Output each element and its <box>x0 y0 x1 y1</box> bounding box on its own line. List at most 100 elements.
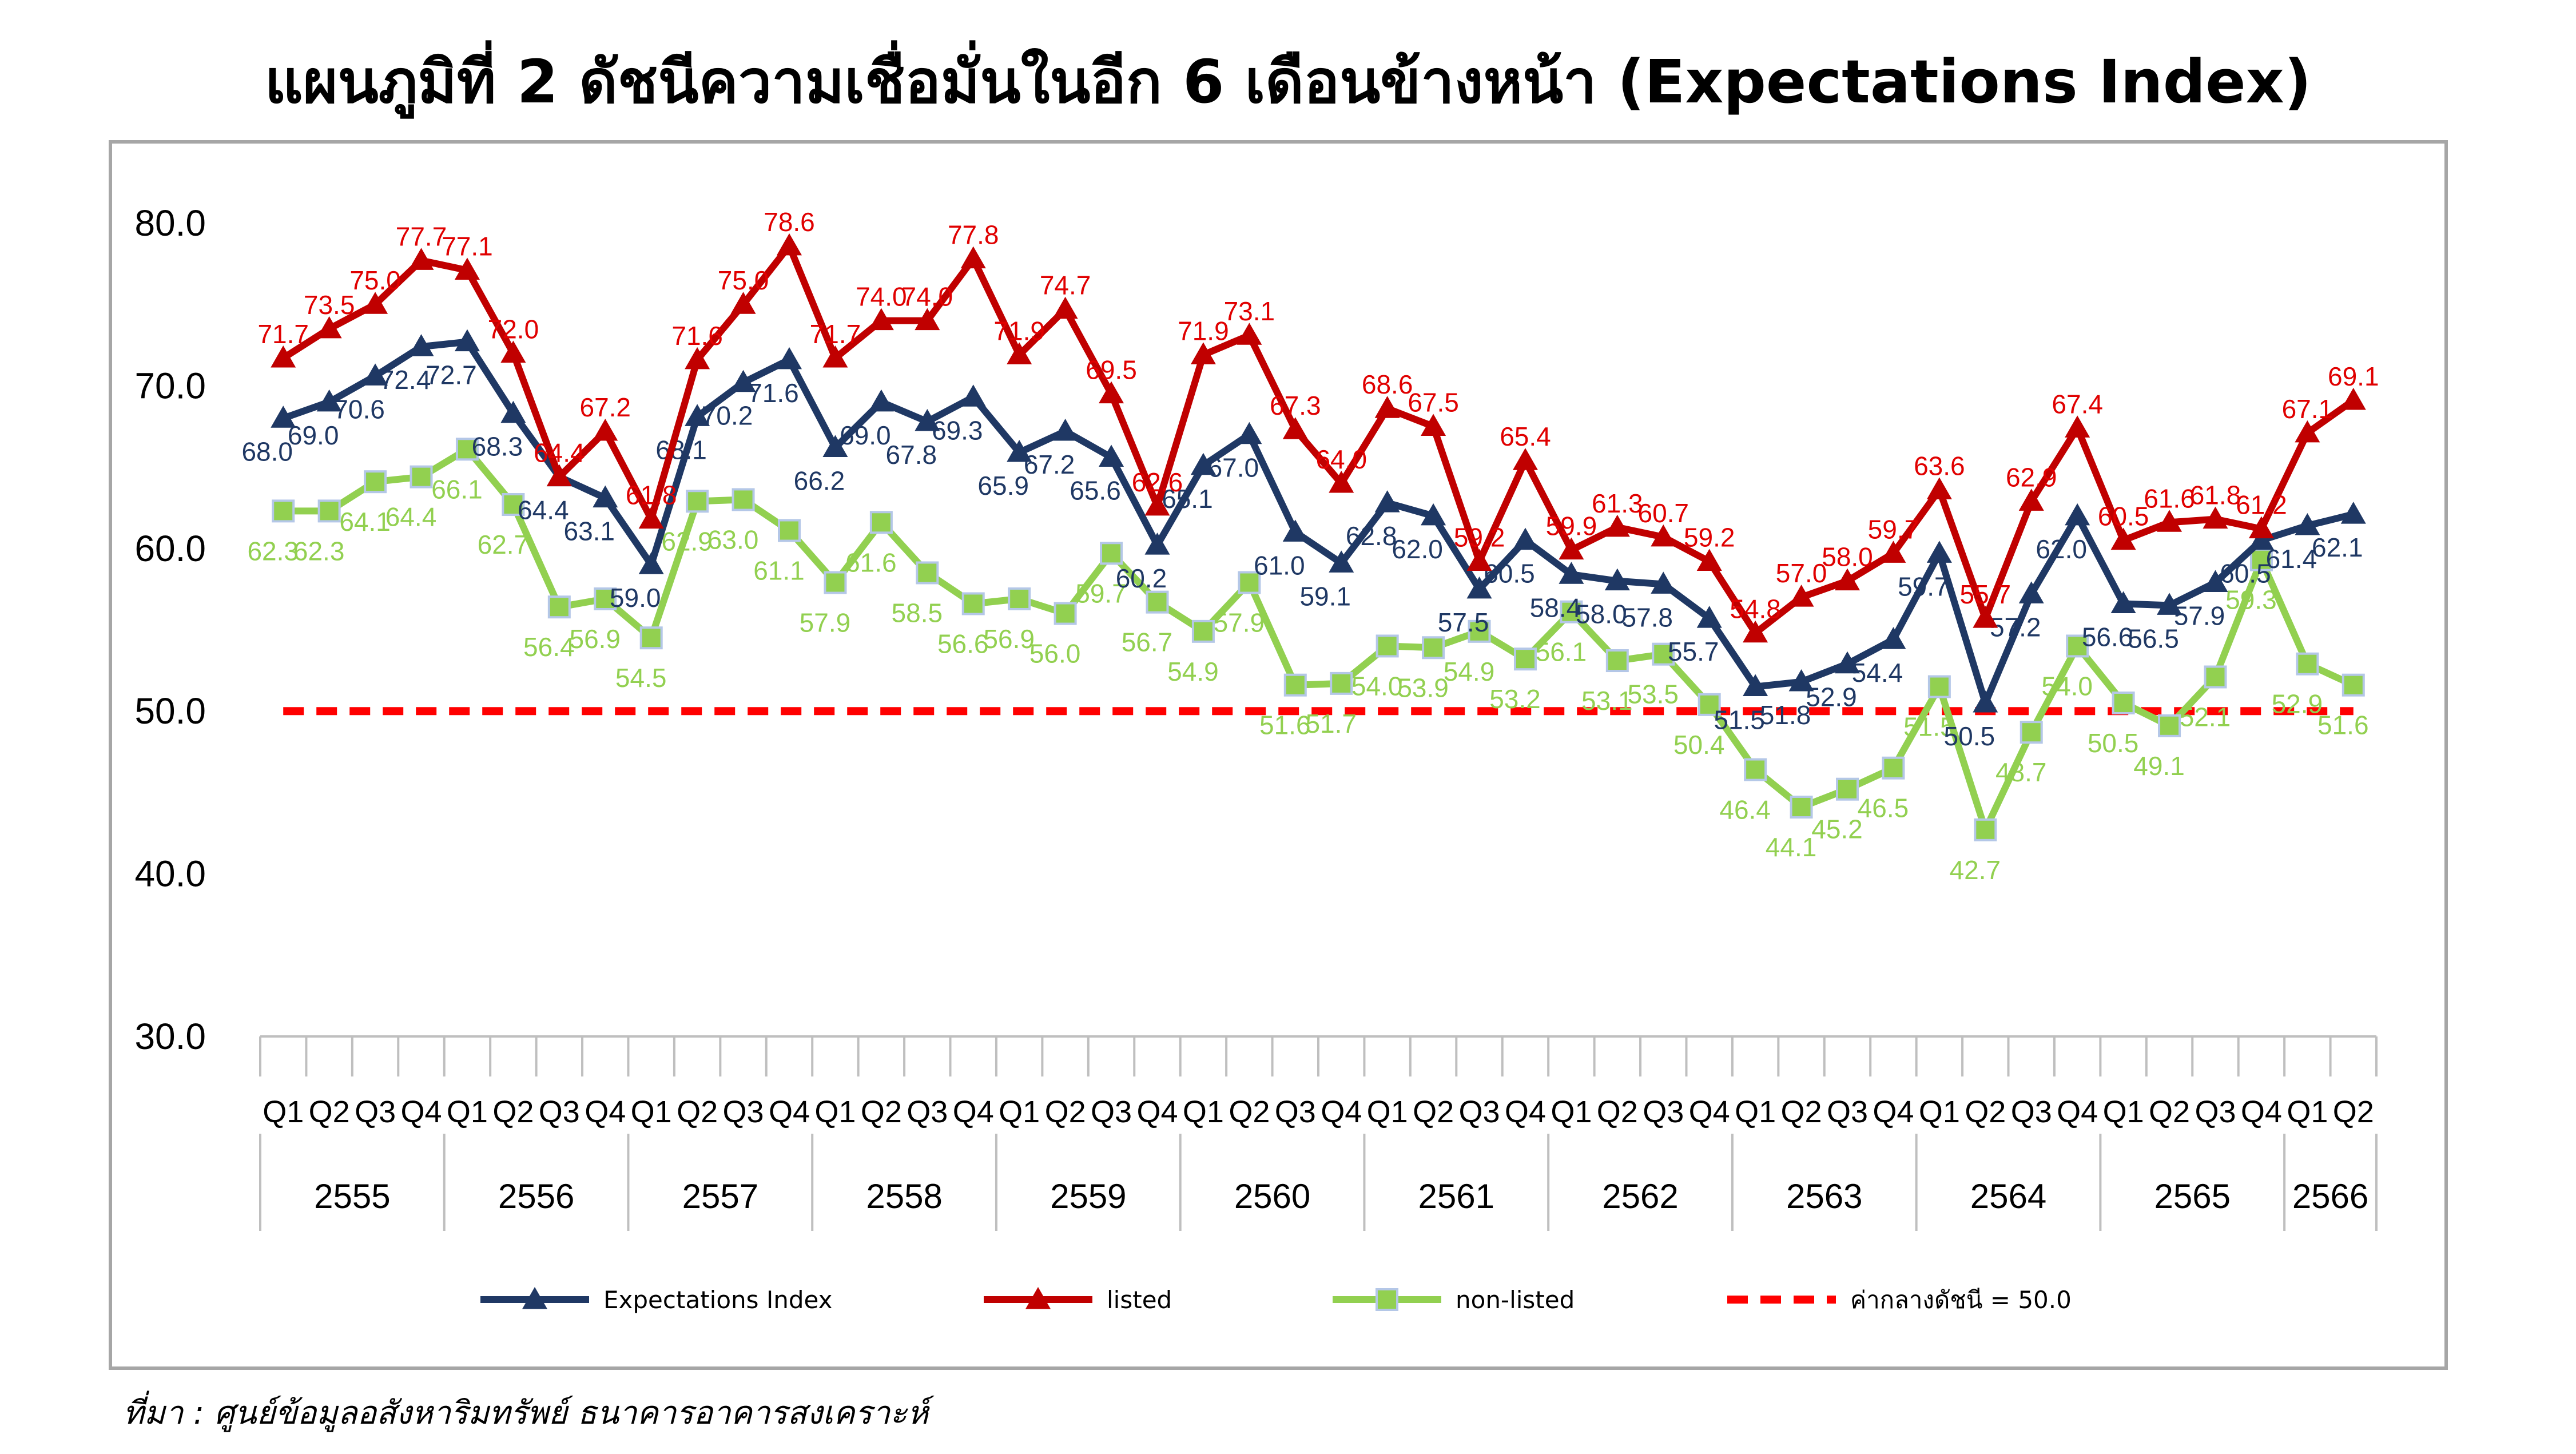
chart-frame <box>109 140 2448 1370</box>
data-point <box>546 464 572 487</box>
year-label: 2565 <box>2154 1177 2231 1215</box>
data-label: 74.7 <box>1040 271 1091 300</box>
data-label: 77.1 <box>442 231 493 261</box>
quarter-label: Q4 <box>1873 1095 1914 1129</box>
year-label: 2555 <box>314 1177 390 1215</box>
data-point <box>2020 721 2043 744</box>
data-label: 67.0 <box>1208 453 1259 483</box>
data-point <box>2340 387 2366 410</box>
data-point <box>1605 649 1629 673</box>
data-point <box>593 485 618 508</box>
data-point <box>1604 568 1630 591</box>
data-label: 77.7 <box>396 221 447 251</box>
data-label: 53.1 <box>1581 686 1633 716</box>
data-label: 56.5 <box>2128 623 2179 653</box>
quarter-label: Q2 <box>1965 1095 2006 1129</box>
data-point <box>364 470 387 494</box>
data-label: 67.1 <box>2282 394 2333 424</box>
quarter-label: Q3 <box>1643 1095 1684 1129</box>
data-point <box>1008 587 1031 610</box>
data-point <box>1466 549 1492 571</box>
data-label: 62.9 <box>2006 462 2057 492</box>
quarter-label: Q1 <box>2287 1095 2328 1129</box>
quarter-label: Q1 <box>999 1095 1040 1129</box>
data-point <box>1744 758 1767 781</box>
data-point <box>1973 690 1998 713</box>
data-label: 57.9 <box>2174 601 2225 631</box>
y-tick-label: 80.0 <box>134 202 206 244</box>
data-point <box>316 316 342 339</box>
data-point <box>915 408 940 431</box>
y-tick-label: 50.0 <box>134 690 206 732</box>
data-label: 65.1 <box>1162 484 1213 514</box>
data-point <box>778 519 801 542</box>
data-point <box>2110 591 2136 613</box>
data-label: 44.1 <box>1766 832 1817 862</box>
data-point <box>2158 714 2181 737</box>
data-point <box>1329 471 1354 493</box>
data-label: 60.2 <box>1116 563 1167 593</box>
data-point <box>1100 542 1123 565</box>
data-label: 59.7 <box>1868 514 1919 544</box>
data-point <box>1973 606 1998 628</box>
data-label: 68.0 <box>241 436 293 466</box>
data-point <box>730 292 756 314</box>
data-label: 46.4 <box>1719 795 1771 825</box>
data-point <box>1926 541 1952 563</box>
data-label: 57.9 <box>1214 608 1265 638</box>
data-label: 59.7 <box>1075 578 1127 608</box>
data-point <box>1007 440 1032 462</box>
legend-label: ค่ากลางดัชนี = 50.0 <box>1850 1286 2072 1314</box>
data-label: 61.8 <box>2190 480 2241 510</box>
data-point <box>363 292 388 314</box>
data-point <box>2066 634 2089 658</box>
quarter-label: Q3 <box>355 1095 396 1129</box>
data-label: 61.1 <box>753 556 805 586</box>
y-tick-label: 30.0 <box>134 1016 206 1057</box>
data-point <box>1190 452 1216 475</box>
data-label: 46.5 <box>1858 793 1909 823</box>
data-label: 56.4 <box>523 632 575 662</box>
data-label: 78.6 <box>764 207 815 237</box>
y-tick-label: 70.0 <box>134 365 206 406</box>
data-label: 74.0 <box>856 282 907 312</box>
data-label: 58.4 <box>1530 593 1581 622</box>
data-point <box>685 404 710 426</box>
quarter-label: Q3 <box>1827 1095 1868 1129</box>
data-label: 72.0 <box>488 315 539 344</box>
year-label: 2562 <box>1602 1177 1678 1215</box>
year-label: 2561 <box>1418 1177 1494 1215</box>
data-point <box>1374 490 1400 513</box>
data-point <box>316 389 342 412</box>
data-label: 42.7 <box>1950 855 2001 885</box>
data-point <box>1790 795 1813 819</box>
data-point <box>1329 550 1354 573</box>
quarter-label: Q1 <box>631 1095 672 1129</box>
data-point <box>2340 502 2366 524</box>
data-point <box>2248 527 2274 550</box>
data-label: 61.3 <box>1592 488 1643 518</box>
data-label: 62.8 <box>1346 521 1397 551</box>
data-label: 48.7 <box>1995 757 2047 787</box>
data-label: 77.8 <box>948 220 999 250</box>
data-point <box>2110 527 2136 550</box>
data-point <box>638 506 664 529</box>
data-point <box>1330 672 1353 695</box>
data-point <box>868 308 894 331</box>
legend-marker <box>522 1287 547 1309</box>
data-point <box>2295 420 2320 443</box>
data-label: 74.0 <box>902 282 953 312</box>
data-label: 72.7 <box>426 360 477 390</box>
data-label: 52.9 <box>2272 689 2323 719</box>
quarter-label: Q4 <box>400 1095 442 1129</box>
year-label: 2556 <box>498 1177 574 1215</box>
quarter-label: Q3 <box>723 1095 764 1129</box>
quarter-label: Q1 <box>814 1095 856 1129</box>
data-point <box>2296 652 2319 676</box>
data-point <box>363 363 388 386</box>
data-label: 50.5 <box>1944 721 1995 751</box>
data-label: 54.4 <box>1852 658 1903 688</box>
data-label: 67.8 <box>886 440 937 470</box>
data-label: 61.8 <box>626 480 677 510</box>
quarter-label: Q1 <box>1551 1095 1592 1129</box>
